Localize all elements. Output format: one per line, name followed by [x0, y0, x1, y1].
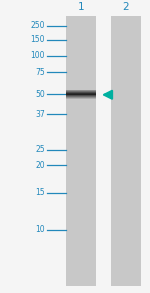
Bar — [66, 93, 96, 94]
Bar — [66, 96, 96, 97]
Text: 2: 2 — [123, 2, 129, 12]
Text: 250: 250 — [30, 21, 45, 30]
Bar — [66, 98, 96, 99]
Bar — [66, 95, 96, 96]
Bar — [66, 97, 96, 98]
Text: 15: 15 — [35, 188, 45, 197]
Bar — [66, 16, 96, 286]
Text: 1: 1 — [78, 2, 84, 12]
Bar — [66, 90, 96, 91]
Text: 37: 37 — [35, 110, 45, 119]
Bar — [66, 92, 96, 93]
Text: 100: 100 — [30, 51, 45, 60]
Text: 10: 10 — [35, 225, 45, 234]
Bar — [66, 94, 96, 95]
Bar — [111, 16, 141, 286]
Bar — [66, 91, 96, 92]
Text: 20: 20 — [35, 161, 45, 170]
Text: 25: 25 — [35, 145, 45, 154]
Text: 150: 150 — [30, 35, 45, 45]
Text: 75: 75 — [35, 68, 45, 77]
Text: 50: 50 — [35, 90, 45, 99]
